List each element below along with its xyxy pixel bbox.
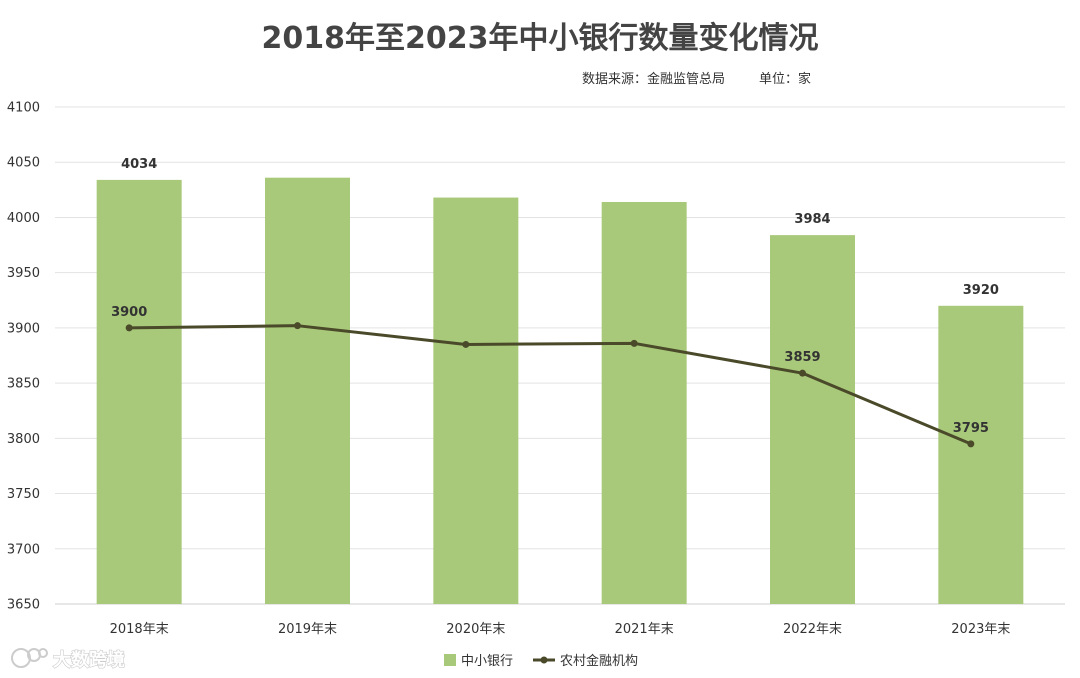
line-marker-2023年末 (967, 440, 975, 448)
watermark: 大数跨境 (11, 648, 126, 672)
line-marker-2018年末 (125, 324, 133, 332)
line-series (125, 322, 975, 448)
y-tick-label: 3900 (7, 321, 40, 336)
y-tick-label: 3800 (7, 432, 40, 447)
y-tick-label: 3650 (7, 598, 40, 613)
bar-2023年末 (938, 305, 1024, 604)
x-tick-label: 2021年末 (615, 622, 674, 637)
bar-2021年末 (601, 201, 687, 604)
line-marker-2019年末 (294, 322, 301, 330)
bar-2022年末 (770, 235, 855, 605)
y-tick-label: 3700 (7, 542, 40, 557)
bar-data-label: 4034 (121, 157, 157, 172)
gridlines (55, 106, 1065, 605)
bar-2020年末 (433, 197, 519, 604)
x-axis: 2018年末 2019年末 2020年末 2021年末 2022年末 2023年末 (110, 622, 1011, 637)
legend-swatch-bar (444, 654, 456, 666)
y-tick-label: 4000 (7, 211, 40, 226)
line-data-label: 3859 (784, 350, 820, 365)
line-marker-2021年末 (630, 339, 638, 347)
chart-title: 2018年至2023年中小银行数量变化情况 (262, 21, 819, 56)
y-tick-label: 4050 (7, 156, 40, 171)
legend: 中小银行 农村金融机构 (444, 653, 638, 669)
bar-data-label: 3984 (794, 212, 830, 227)
legend-swatch-marker (540, 656, 548, 664)
y-tick-label: 4100 (7, 101, 40, 116)
data-labels: 4034 3984 3920 3900 3859 3795 (111, 157, 999, 436)
legend-label-bar: 中小银行 (461, 654, 513, 669)
bar-data-label: 3920 (963, 283, 999, 298)
y-tick-label: 3850 (7, 377, 40, 392)
line-data-label: 3795 (953, 421, 989, 436)
y-tick-label: 3750 (7, 487, 40, 502)
legend-label-line: 农村金融机构 (560, 653, 638, 669)
bar-2018年末 (96, 179, 182, 605)
line-data-label: 3900 (111, 305, 147, 320)
bar-series (96, 177, 1024, 605)
watermark-logo-icon (11, 648, 48, 668)
bar-2019年末 (265, 177, 350, 604)
x-tick-label: 2018年末 (110, 622, 169, 637)
y-tick-label: 3950 (7, 266, 40, 281)
unit-note: 单位：家 (759, 71, 811, 87)
x-tick-label: 2020年末 (446, 622, 505, 637)
line-path (129, 324, 972, 446)
x-tick-label: 2023年末 (951, 622, 1010, 637)
y-axis: 3650 3700 3750 3800 3850 3900 3950 4000 4050 4100 (7, 101, 40, 613)
line-marker-2020年末 (462, 340, 470, 348)
source-note: 数据来源：金融监管总局 (582, 71, 725, 87)
line-marker-2022年末 (799, 369, 806, 377)
x-tick-label: 2019年末 (278, 622, 337, 637)
watermark-text: 大数跨境 (53, 649, 125, 671)
x-tick-label: 2022年末 (783, 622, 842, 637)
